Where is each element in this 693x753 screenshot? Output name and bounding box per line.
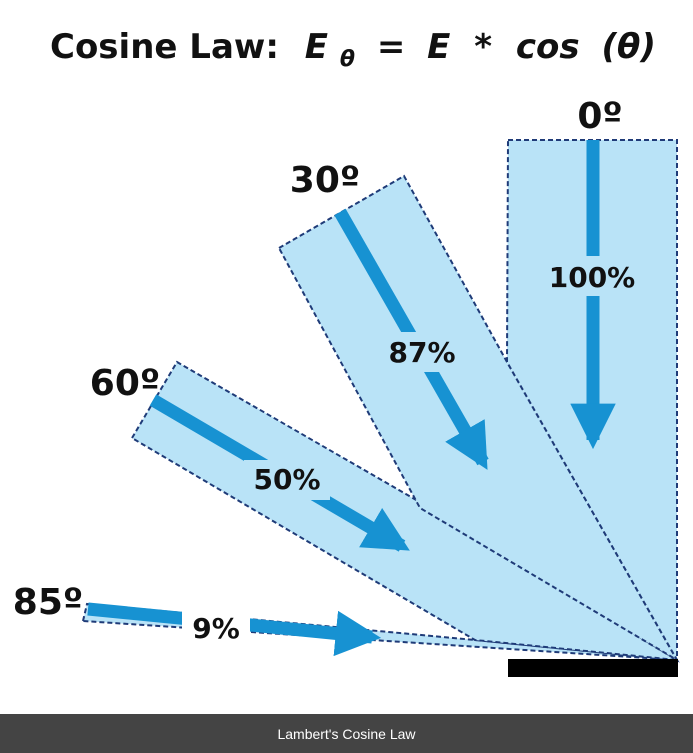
angle-label-30: 30º [290, 160, 360, 201]
pct-bg-85 [182, 609, 250, 645]
pct-label-85: 9% [192, 612, 240, 645]
caption-bar: Lambert's Cosine Law [0, 714, 693, 753]
pct-label-30: 87% [388, 336, 455, 369]
title-prefix: Cosine Law: [50, 27, 279, 67]
title-subscript: θ [340, 47, 355, 72]
pct-bg-30 [380, 332, 464, 372]
cosine-law-diagram: Cosine Law: E θ = E * cos (θ) 100% 87% 5… [13, 27, 680, 677]
pct-bg-60 [244, 460, 330, 500]
title-equals: = [377, 27, 406, 67]
pct-label-0: 100% [549, 261, 636, 294]
angle-label-60: 60º [90, 363, 160, 404]
title-lhs: E [305, 27, 328, 67]
angle-label-85: 85º [13, 582, 83, 623]
caption-text: Lambert's Cosine Law [277, 725, 416, 742]
title-operator: * [474, 27, 492, 67]
title-rhs-var: E [427, 27, 450, 67]
receiving-surface [508, 659, 678, 677]
angle-label-0: 0º [577, 96, 622, 137]
title-func: cos [516, 27, 580, 67]
title-equation: Cosine Law: E θ = E * cos (θ) [50, 27, 656, 75]
title-argument: (θ) [601, 27, 655, 67]
pct-bg-0 [542, 256, 642, 296]
pct-label-60: 50% [253, 463, 320, 496]
